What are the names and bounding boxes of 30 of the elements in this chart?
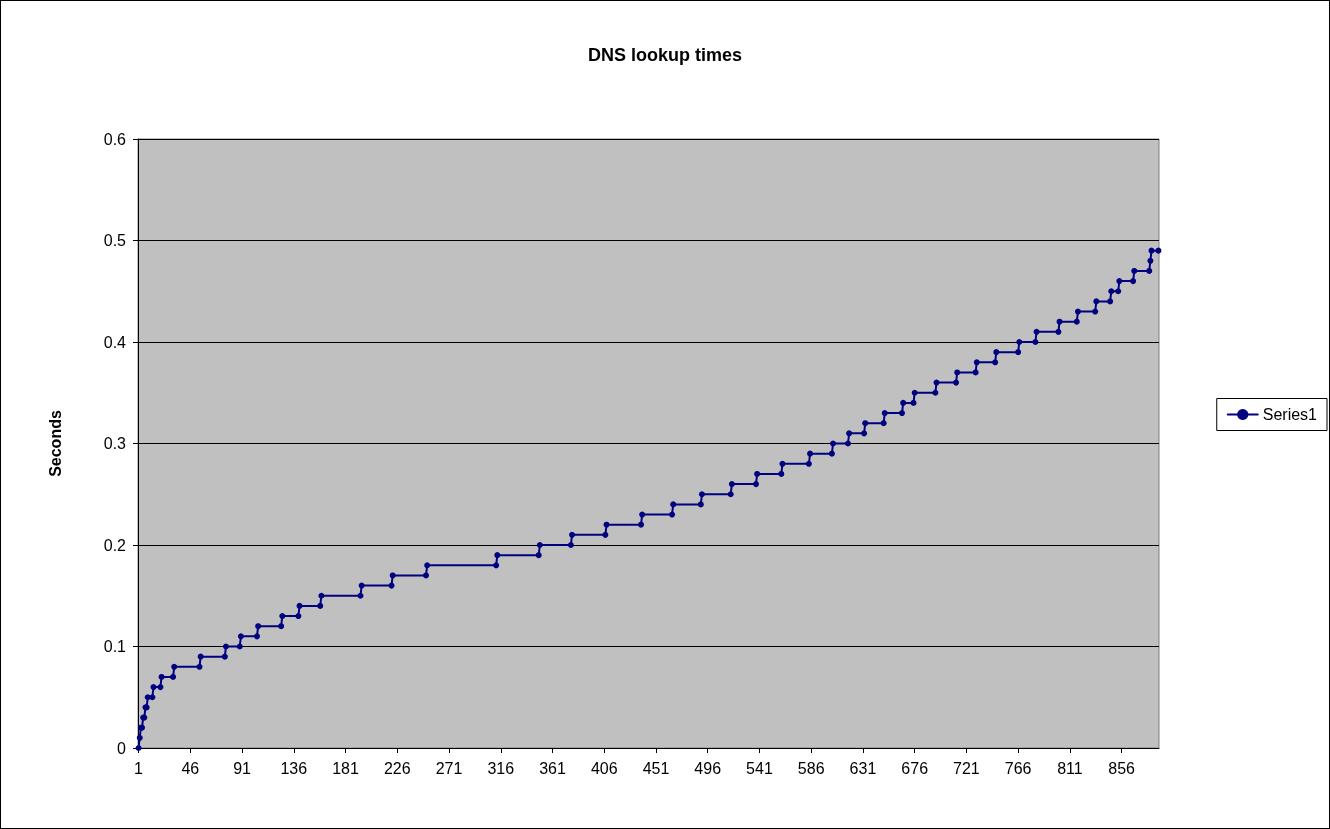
- x-tick-label: 136: [280, 759, 308, 777]
- x-tick-label: 91: [233, 759, 252, 777]
- x-tick-label: 181: [332, 759, 359, 777]
- x-tick-label: 406: [590, 759, 618, 777]
- x-tick-label: 586: [797, 759, 825, 777]
- x-tick-label: 811: [1057, 759, 1083, 777]
- chart-title: DNS lookup times: [587, 45, 743, 65]
- y-tick-label: 0.5: [103, 232, 127, 249]
- x-tick-label: 316: [487, 759, 515, 777]
- x-tick-label: 46: [181, 759, 200, 777]
- x-tick-label: 856: [1108, 759, 1136, 777]
- y-tick-label: 0.3: [103, 435, 127, 452]
- y-tick-label: 0.4: [103, 333, 127, 351]
- x-tick-label: 496: [694, 759, 722, 777]
- x-tick-label: 631: [849, 759, 877, 777]
- x-tick-label: 271: [435, 759, 463, 777]
- x-tick-label: 361: [539, 759, 566, 777]
- x-tick-label: 721: [953, 759, 980, 777]
- y-tick-label: 0.1: [103, 638, 127, 655]
- x-tick-label: 226: [383, 759, 411, 777]
- y-tick-label: 0.2: [103, 536, 127, 554]
- x-tick-label: 1: [134, 759, 144, 777]
- y-tick-label: 0.6: [103, 130, 127, 148]
- x-tick-label: 676: [901, 759, 929, 777]
- x-tick-label: 451: [642, 759, 670, 777]
- y-tick-label: 0: [117, 739, 127, 757]
- x-tick-label: 541: [746, 759, 773, 777]
- legend-label: Series1: [1262, 406, 1318, 423]
- x-tick-label: 766: [1004, 759, 1032, 777]
- y-axis-title: Seconds: [46, 410, 64, 477]
